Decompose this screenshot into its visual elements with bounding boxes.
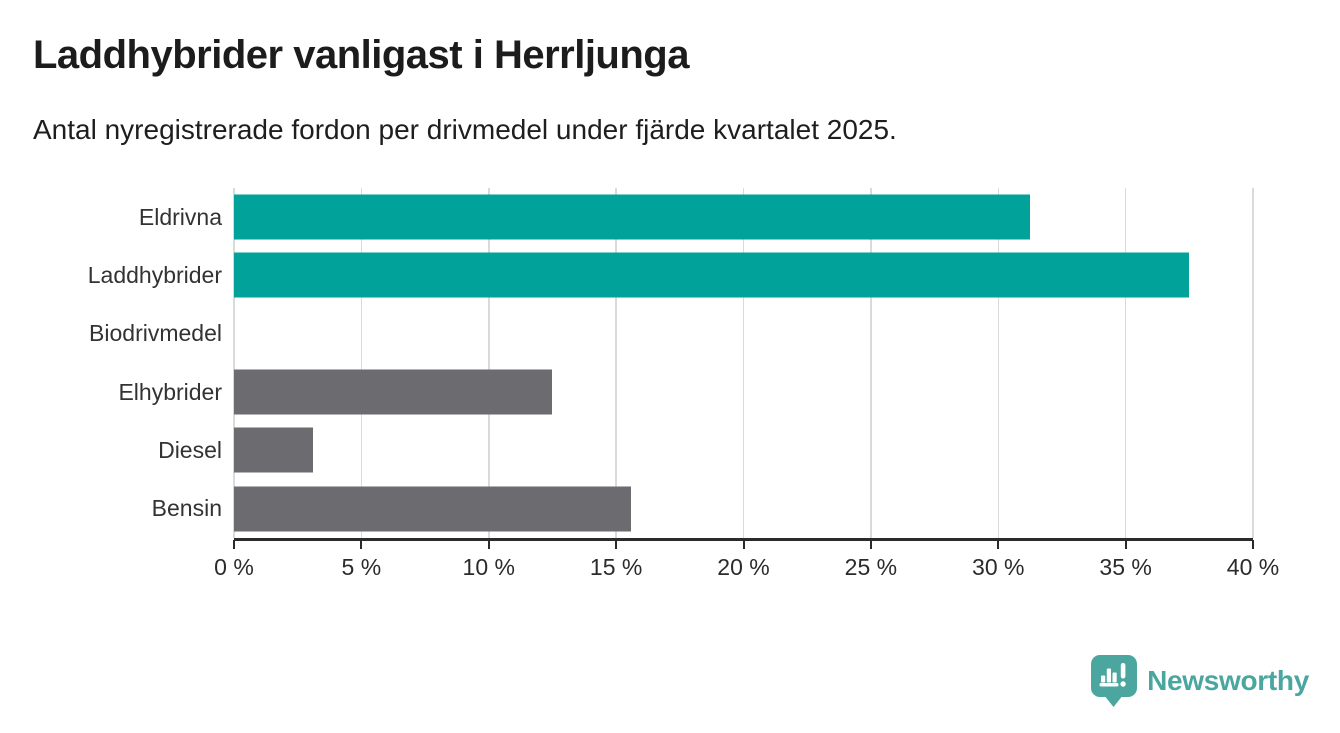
category-label: Laddhybrider [87,261,222,288]
axis-tick [360,540,363,549]
bars [234,188,1253,538]
bar-elhybrider [234,369,553,415]
newsworthy-pin-barchart-icon [1091,655,1138,707]
category-label: Elhybrider [118,378,222,405]
axis-tick [869,540,872,549]
axis-tick-label: 30 % [972,554,1025,580]
category-label: Diesel [158,436,222,463]
chart-title: Laddhybrider vanligast i Herrljunga [33,33,689,77]
bar-row [234,480,1253,538]
axis-tick [742,540,745,549]
axis-tick [997,540,1000,549]
gridline [1124,188,1127,538]
axis-tick-label: 5 % [341,554,382,580]
gridline [742,188,745,538]
category-label: Bensin [151,495,222,522]
brand-footer: Newsworthy [1091,655,1309,707]
gridline [997,188,999,538]
category-label: Biodrivmedel [89,320,222,347]
x-axis-domain-line [234,538,1253,541]
bar-diesel [234,427,313,473]
bar-bensin [234,486,632,532]
x-axis: 0 % 5 % 10 % 15 % 20 % 25 % 30 % 35 % 40 % [214,538,1279,598]
axis-tick-label: 10 % [462,554,515,580]
gridline [233,188,235,538]
axis-tick [487,540,490,549]
bar-eldrivna [234,194,1031,240]
bar-row [234,363,1253,421]
bar-laddhybrider [234,252,1190,298]
bar-row [234,305,1253,363]
axis-tick [1252,540,1254,549]
category-labels: Eldrivna Laddhybrider Biodrivmedel Elhybrid… [0,188,222,538]
gridline [360,188,363,538]
axis-tick-label: 25 % [844,554,898,580]
bar-row [234,246,1253,304]
axis-tick-label: 15 % [589,554,643,580]
chart-subtitle: Antal nyregistrerade fordon per drivmede… [33,114,897,145]
bar-row [234,421,1253,479]
axis-tick-label: 40 % [1226,554,1280,580]
gridlines [233,188,1254,538]
axis-tick [233,540,235,549]
gridline [1252,188,1254,538]
axis-tick-label: 20 % [717,554,770,580]
axis-tick [1124,540,1127,549]
gridline [870,188,872,538]
gridline [488,188,490,538]
bar-row [234,188,1253,246]
axis-tick [615,540,618,549]
axis-tick-label: 0 % [214,554,254,580]
plot-area [233,188,1254,538]
axis-tick-label: 35 % [1099,554,1152,580]
category-label: Eldrivna [138,203,222,230]
gridline [615,188,617,538]
brand-name: Newsworthy [1147,665,1309,696]
